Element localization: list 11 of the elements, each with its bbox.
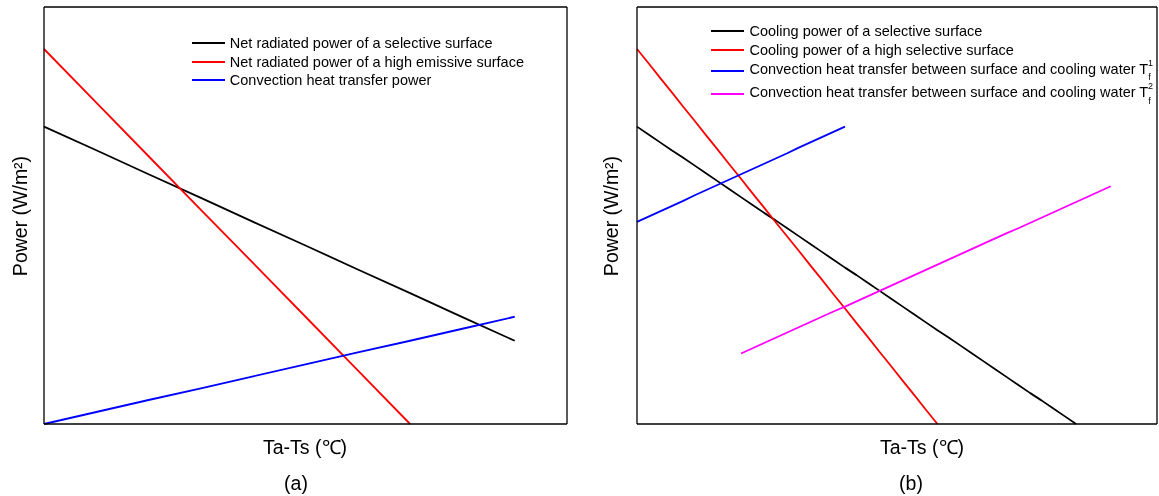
- text: (b): [899, 471, 923, 495]
- y-axis-title: Power (W/m²): [8, 155, 32, 277]
- legend-label: Net radiated power of a selective surface: [229, 34, 493, 53]
- x-axis-title: Ta-Ts (℃): [263, 434, 347, 460]
- x-axis-title: Ta-Ts (℃): [880, 434, 964, 460]
- text: (a): [284, 471, 308, 495]
- legend-label: Net radiated power of a high emissive surface: [229, 52, 524, 71]
- y-axis-title: Power (W/m²): [599, 155, 623, 277]
- legend-label: Cooling power of a selective surface: [749, 22, 983, 41]
- legend-label: Cooling power of a high selective surface: [749, 40, 1014, 59]
- legend-label: Convection heat transfer power: [229, 71, 432, 90]
